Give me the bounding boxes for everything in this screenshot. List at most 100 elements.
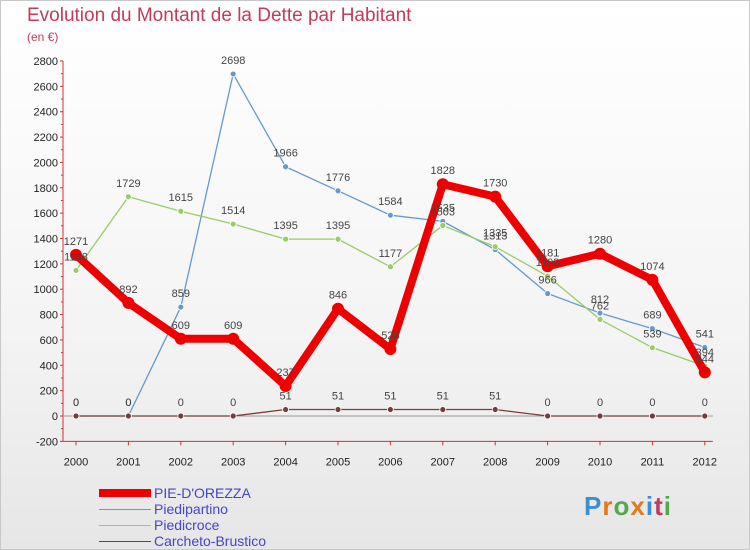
legend-label: Piedipartino <box>154 501 228 517</box>
data-label: 1395 <box>326 220 350 232</box>
data-label: 846 <box>329 290 347 302</box>
data-point <box>334 235 342 243</box>
data-point <box>72 412 80 420</box>
data-label: 0 <box>178 397 184 409</box>
y-tick-label: 2000 <box>34 157 58 169</box>
data-label: 0 <box>702 397 708 409</box>
data-point <box>177 303 185 311</box>
data-label: 1615 <box>169 192 193 204</box>
data-point <box>279 379 292 392</box>
y-tick-label: 1200 <box>34 259 58 271</box>
data-label: 237 <box>276 367 294 379</box>
data-point <box>177 207 185 215</box>
x-tick-label: 2010 <box>588 456 612 468</box>
data-label: 0 <box>73 397 79 409</box>
y-tick-label: 2600 <box>34 81 58 93</box>
data-label: 689 <box>643 310 661 322</box>
logo-letter: o <box>613 491 631 521</box>
x-tick-label: 2008 <box>483 456 507 468</box>
x-tick-label: 2002 <box>169 456 193 468</box>
y-tick-label: 600 <box>40 335 58 347</box>
y-tick-label: 1400 <box>34 234 58 246</box>
data-label: 394 <box>696 347 714 359</box>
logo-letter: i <box>663 491 672 521</box>
data-point <box>649 412 656 420</box>
data-label: 892 <box>119 284 137 296</box>
x-tick-label: 2009 <box>535 456 559 468</box>
x-tick-label: 2004 <box>273 456 297 468</box>
data-label: 1730 <box>483 178 507 190</box>
data-label: 1313 <box>483 231 507 243</box>
data-point <box>491 406 499 413</box>
data-label: 1503 <box>431 206 455 218</box>
data-label: 1395 <box>273 220 297 232</box>
data-point <box>174 332 187 345</box>
data-label: 1776 <box>326 172 350 184</box>
x-tick-label: 2005 <box>326 456 350 468</box>
data-label: 1584 <box>378 196 402 208</box>
legend-swatch <box>99 541 151 542</box>
x-tick-label: 2000 <box>64 456 88 468</box>
data-point <box>646 273 659 286</box>
data-point <box>436 178 449 191</box>
data-label: 0 <box>125 397 131 409</box>
y-tick-label: 200 <box>40 386 58 398</box>
data-label: 0 <box>649 397 655 409</box>
data-point <box>596 412 604 420</box>
data-label: 1148 <box>64 251 88 263</box>
data-label: 541 <box>696 328 714 340</box>
data-point <box>544 412 551 420</box>
data-point <box>282 406 290 413</box>
logo-letter: x <box>630 491 646 521</box>
y-tick-label: 1000 <box>34 284 58 296</box>
data-point <box>70 248 82 261</box>
data-point <box>596 315 604 323</box>
y-tick-label: 1800 <box>34 183 58 195</box>
data-point <box>386 263 394 271</box>
data-point <box>177 412 185 420</box>
data-label: 1966 <box>273 148 297 160</box>
data-label: 966 <box>538 275 556 287</box>
data-label: 1280 <box>588 235 612 247</box>
chart-title: Evolution du Montant de la Dette par Hab… <box>27 5 412 26</box>
data-point <box>649 325 656 333</box>
data-label: 1828 <box>431 165 455 177</box>
data-label: 0 <box>597 397 603 409</box>
x-tick-label: 2007 <box>431 456 455 468</box>
data-point <box>698 366 711 379</box>
data-label: 51 <box>332 391 344 403</box>
legend-label: PIE-D'OREZZA <box>154 485 251 501</box>
data-point <box>122 296 135 309</box>
x-tick-label: 2012 <box>693 456 717 468</box>
x-tick-label: 2003 <box>221 456 245 468</box>
y-tick-label: 0 <box>52 411 58 423</box>
x-tick-label: 2006 <box>378 456 402 468</box>
data-label: 539 <box>643 329 661 341</box>
y-tick-label: 400 <box>40 360 58 372</box>
y-tick-label: 1600 <box>34 208 58 220</box>
data-point <box>386 406 394 413</box>
data-point <box>332 302 344 315</box>
data-label: 2698 <box>221 55 245 67</box>
data-label: 609 <box>172 320 190 332</box>
data-label: 0 <box>545 397 551 409</box>
data-label: 812 <box>591 294 609 306</box>
data-label: 1729 <box>116 178 140 190</box>
data-label: 1103 <box>536 257 560 269</box>
data-point <box>125 193 132 201</box>
logo-letter: P <box>584 491 603 521</box>
data-point <box>229 412 237 420</box>
data-label: 51 <box>489 391 501 403</box>
data-point <box>334 187 342 195</box>
y-tick-label: 2800 <box>34 56 58 68</box>
data-point <box>544 272 551 280</box>
data-point <box>594 247 606 260</box>
data-label: 1335 <box>483 228 507 240</box>
data-label: 1074 <box>640 261 664 273</box>
data-point <box>334 406 342 413</box>
data-point <box>544 290 551 297</box>
data-label: 51 <box>384 391 396 403</box>
data-point <box>491 243 499 251</box>
y-tick-label: -200 <box>36 436 58 448</box>
